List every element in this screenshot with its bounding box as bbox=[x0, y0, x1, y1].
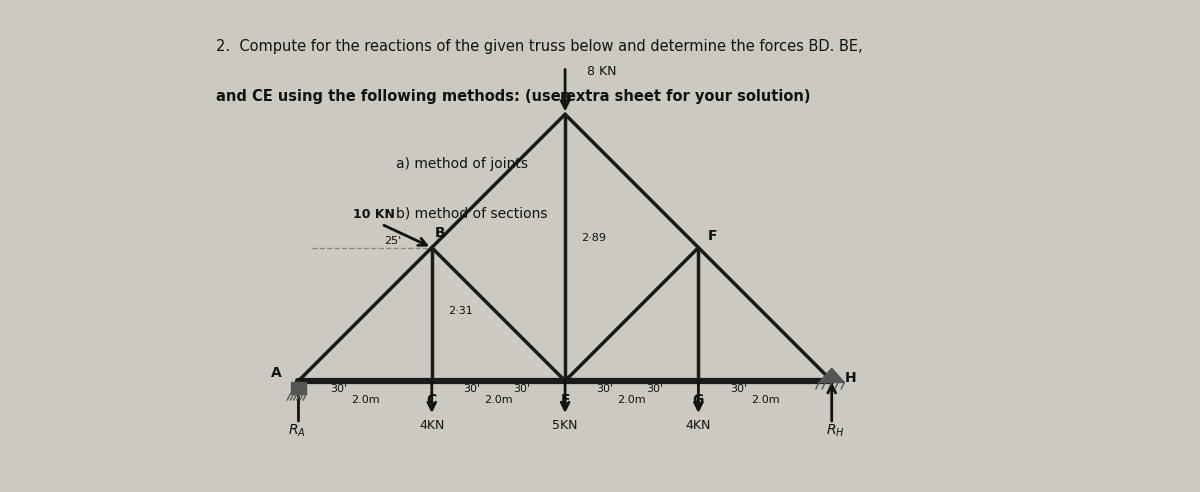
Text: 10 KN: 10 KN bbox=[353, 208, 395, 221]
Text: 30': 30' bbox=[463, 384, 480, 394]
Text: and CE using the following methods: (use extra sheet for your solution): and CE using the following methods: (use… bbox=[216, 89, 810, 103]
Text: A: A bbox=[271, 366, 282, 380]
Text: C: C bbox=[427, 393, 437, 407]
Text: 30': 30' bbox=[730, 384, 746, 394]
Text: B: B bbox=[434, 226, 445, 240]
Text: b) method of sections: b) method of sections bbox=[396, 207, 547, 220]
Text: 4KN: 4KN bbox=[685, 419, 712, 431]
Text: G: G bbox=[692, 393, 704, 407]
Text: F: F bbox=[708, 229, 718, 244]
Text: H: H bbox=[845, 371, 857, 385]
Bar bbox=[290, 382, 306, 394]
Text: 30': 30' bbox=[514, 384, 530, 394]
Text: 4KN: 4KN bbox=[419, 419, 444, 431]
Text: 2·89: 2·89 bbox=[581, 233, 606, 243]
Text: 5KN: 5KN bbox=[552, 419, 578, 431]
Text: $R_A$: $R_A$ bbox=[288, 423, 306, 439]
Text: 30': 30' bbox=[596, 384, 613, 394]
Text: 30': 30' bbox=[647, 384, 664, 394]
Text: E: E bbox=[560, 393, 570, 407]
Polygon shape bbox=[820, 368, 845, 382]
Text: 2.0m: 2.0m bbox=[618, 395, 646, 405]
Text: 2·31: 2·31 bbox=[448, 306, 473, 316]
Text: D: D bbox=[559, 92, 571, 105]
Text: 8 KN: 8 KN bbox=[587, 64, 617, 78]
Text: 2.0m: 2.0m bbox=[350, 395, 379, 405]
Text: 25': 25' bbox=[384, 237, 402, 246]
Text: 2.0m: 2.0m bbox=[751, 395, 779, 405]
Text: $R_H$: $R_H$ bbox=[826, 423, 845, 439]
Text: a) method of joints: a) method of joints bbox=[396, 157, 528, 171]
Text: 2.0m: 2.0m bbox=[484, 395, 512, 405]
Text: 30': 30' bbox=[330, 384, 347, 394]
Text: 2.  Compute for the reactions of the given truss below and determine the forces : 2. Compute for the reactions of the give… bbox=[216, 39, 863, 54]
